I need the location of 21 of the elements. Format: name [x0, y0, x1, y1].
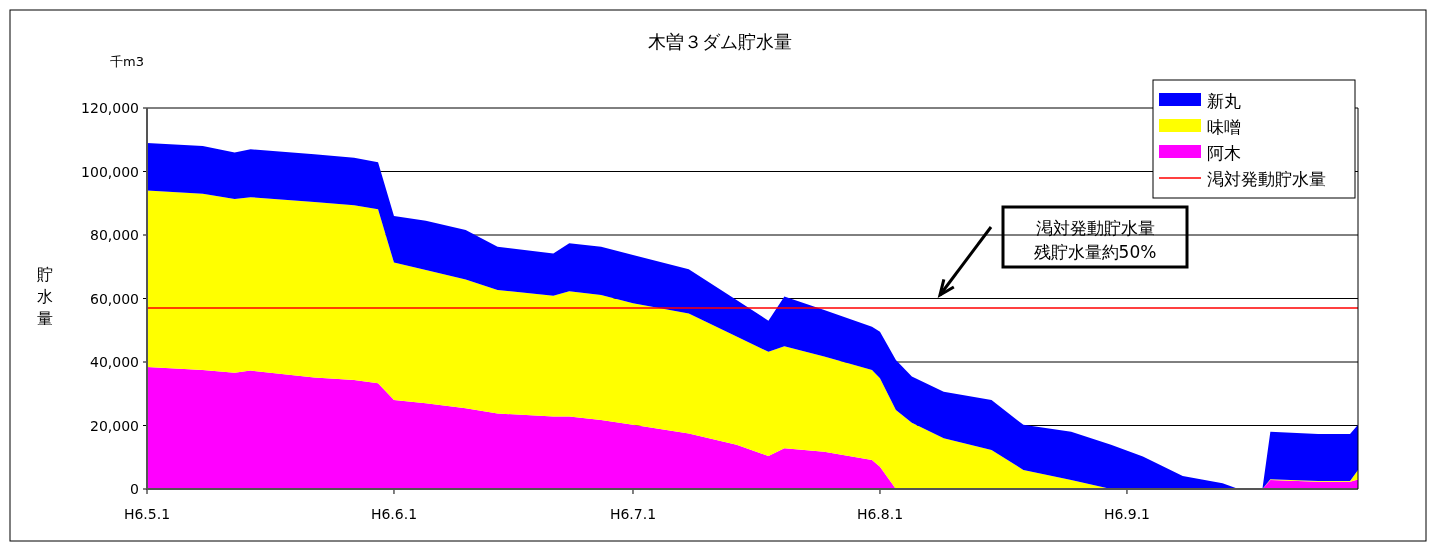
annotation: 渇対発動貯水量	[1035, 218, 1155, 238]
y-tick-label: 60,000	[90, 290, 139, 307]
legend-label: 味噌	[1207, 117, 1241, 137]
annotation: 残貯水量約50%	[1033, 242, 1157, 262]
x-tick-label: H6.5.1	[123, 506, 171, 522]
x-tick-label: H6.6.1	[370, 506, 418, 522]
y-tick-label: 100,000	[81, 163, 139, 180]
y-tick-label: 120,000	[81, 100, 139, 116]
chart-subtitle: 千m3	[110, 54, 144, 69]
y-tick-label: 40,000	[90, 354, 139, 370]
legend-label: 阿木	[1207, 143, 1241, 163]
legend-label: 新丸	[1207, 91, 1241, 111]
x-tick-label: H6.9.1	[1103, 506, 1151, 522]
y-tick-label: 80,000	[90, 227, 139, 243]
y-tick-label: 0	[130, 481, 139, 497]
y-axis-title: 貯水量	[37, 265, 53, 328]
x-tick-label: H6.8.1	[856, 506, 904, 522]
chart-title: 木曽３ダム貯水量	[648, 31, 792, 52]
legend-label: 渇対発動貯水量	[1207, 169, 1326, 189]
x-tick-label: H6.7.1	[609, 506, 657, 522]
y-tick-label: 20,000	[90, 417, 139, 434]
